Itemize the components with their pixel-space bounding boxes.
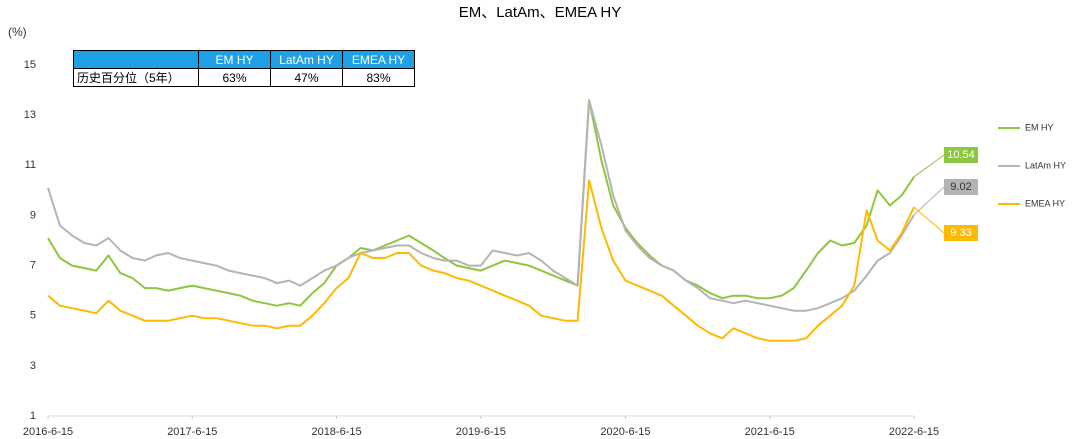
table-cell: 47% xyxy=(270,68,343,87)
y-tick-label: 15 xyxy=(24,59,36,71)
y-tick-label: 13 xyxy=(24,109,36,121)
stats-table: EM HY LatAm HY EMEA HY 历史百分位（5年） 63% 47%… xyxy=(73,50,415,87)
series-line xyxy=(47,99,915,312)
legend-label: EMEA HY xyxy=(1025,198,1065,208)
y-axis-label: (%) xyxy=(8,25,27,39)
series-line xyxy=(47,179,915,342)
x-tick-label: 2017-6-15 xyxy=(167,426,217,438)
label-leader xyxy=(913,206,945,234)
x-tick-label: 2016-6-15 xyxy=(23,426,73,438)
value-label-box xyxy=(944,147,978,163)
value-label: 9.02 xyxy=(950,181,971,193)
legend-label: EM HY xyxy=(1025,122,1054,132)
table-header: EM HY xyxy=(198,50,271,69)
y-tick-label: 7 xyxy=(30,259,36,271)
label-leader xyxy=(913,154,945,178)
value-label-box xyxy=(944,225,978,241)
value-label: 9.33 xyxy=(950,227,971,239)
table-cell: 历史百分位（5年） xyxy=(73,68,199,87)
table-header: LatAm HY xyxy=(270,50,343,69)
label-leader xyxy=(913,186,945,216)
legend-label: LatAm HY xyxy=(1025,160,1066,170)
y-tick-label: 3 xyxy=(30,360,36,372)
x-tick-label: 2022-6-15 xyxy=(889,426,939,438)
table-cell: 63% xyxy=(198,68,271,87)
table-cell: 83% xyxy=(342,68,415,87)
y-tick-label: 1 xyxy=(30,410,36,422)
series-line xyxy=(47,99,915,307)
x-tick-label: 2021-6-15 xyxy=(745,426,795,438)
value-label: 10.54 xyxy=(947,149,975,161)
y-tick-label: 5 xyxy=(30,310,36,322)
x-tick-label: 2018-6-15 xyxy=(311,426,361,438)
y-tick-label: 11 xyxy=(25,159,36,171)
y-tick-label: 9 xyxy=(30,209,36,221)
table-header: EMEA HY xyxy=(342,50,415,69)
value-label-box xyxy=(944,179,978,195)
table-corner xyxy=(73,50,199,69)
x-tick-label: 2020-6-15 xyxy=(600,426,650,438)
x-tick-label: 2019-6-15 xyxy=(456,426,506,438)
chart-title: EM、LatAm、EMEA HY xyxy=(459,4,622,21)
